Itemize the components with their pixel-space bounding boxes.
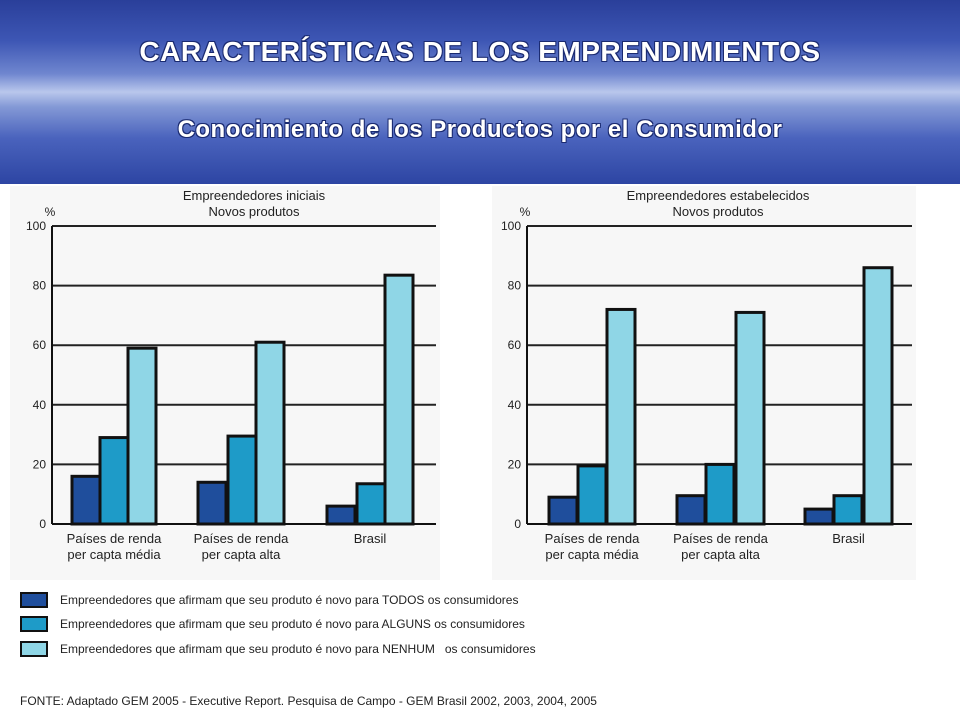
y-axis-label-2: %	[520, 205, 531, 219]
category-label-2-1-1: Países de renda	[545, 531, 640, 546]
legend-label-nenhum: Empreendedores que afirmam que seu produ…	[60, 642, 536, 656]
source-note: FONTE: Adaptado GEM 2005 - Executive Rep…	[20, 694, 597, 708]
y-tick-2-100: 100	[501, 219, 521, 233]
bar-2-series2-cat2	[704, 462, 736, 526]
y-tick-2-0: 0	[514, 517, 521, 531]
y-tick-2-60: 60	[508, 338, 522, 352]
bar-2-series3-cat1	[605, 307, 637, 526]
legend-item-nenhum: Empreendedores que afirmam que seu produ…	[20, 639, 536, 659]
legend-label-todos: Empreendedores que afirmam que seu produ…	[60, 593, 519, 607]
chart-title-2: Empreendedores estabelecidos	[627, 188, 810, 203]
bar-2-series1-cat3	[803, 507, 835, 526]
bar-1-series2-cat2	[226, 434, 258, 526]
legend-item-alguns: Empreendedores que afirmam que seu produ…	[20, 614, 525, 634]
slide-title: CARACTERÍSTICAS DE LOS EMPRENDIMIENTOS	[139, 36, 821, 67]
y-tick-1-0: 0	[39, 517, 46, 531]
bar-2-series3-cat2	[734, 310, 766, 526]
bar-1-series1-cat2	[196, 480, 228, 526]
y-tick-1-60: 60	[33, 338, 47, 352]
y-tick-1-80: 80	[33, 279, 47, 293]
slide-subtitle: Conocimiento de los Productos por el Con…	[177, 116, 783, 143]
y-tick-2-20: 20	[508, 457, 522, 471]
legend-swatch-nenhum	[20, 641, 48, 657]
bar-1-series1-cat1	[70, 474, 102, 526]
chart-subtitle-2: Novos produtos	[672, 204, 764, 219]
bar-1-series3-cat2	[254, 340, 286, 526]
bar-1-series3-cat3	[383, 273, 415, 526]
legend-label-alguns: Empreendedores que afirmam que seu produ…	[60, 617, 525, 631]
bar-1-series1-cat3	[325, 504, 357, 526]
category-label-1-2-1: Países de renda	[194, 531, 289, 546]
category-label-1-2-2: per capta alta	[202, 547, 282, 562]
category-label-1-3-1: Brasil	[354, 531, 387, 546]
category-label-1-1-1: Países de renda	[67, 531, 162, 546]
bar-2-series3-cat3	[862, 266, 894, 526]
category-label-2-2-1: Países de renda	[673, 531, 768, 546]
bar-1-series2-cat1	[98, 436, 130, 526]
bar-2-series2-cat3	[832, 494, 864, 526]
category-label-2-3-1: Brasil	[832, 531, 865, 546]
y-tick-1-40: 40	[33, 398, 47, 412]
y-tick-2-40: 40	[508, 398, 522, 412]
legend-swatch-alguns	[20, 616, 48, 632]
y-tick-2-80: 80	[508, 279, 522, 293]
y-axis-label-1: %	[45, 205, 56, 219]
title-banner: CARACTERÍSTICAS DE LOS EMPRENDIMIENTOS C…	[0, 0, 960, 184]
chart-title-1: Empreendedores iniciais	[183, 188, 326, 203]
category-label-2-1-2: per capta média	[545, 547, 639, 562]
y-tick-1-20: 20	[33, 457, 47, 471]
bar-1-series3-cat1	[126, 346, 158, 526]
y-tick-1-100: 100	[26, 219, 46, 233]
bar-1-series2-cat3	[355, 482, 387, 526]
bar-2-series2-cat1	[576, 464, 608, 526]
legend-item-todos: Empreendedores que afirmam que seu produ…	[20, 590, 518, 610]
category-label-1-1-2: per capta média	[67, 547, 161, 562]
category-label-2-2-2: per capta alta	[681, 547, 761, 562]
bar-2-series1-cat1	[547, 495, 579, 526]
bar-2-series1-cat2	[675, 494, 707, 526]
legend-swatch-todos	[20, 592, 48, 608]
chart-subtitle-1: Novos produtos	[208, 204, 300, 219]
